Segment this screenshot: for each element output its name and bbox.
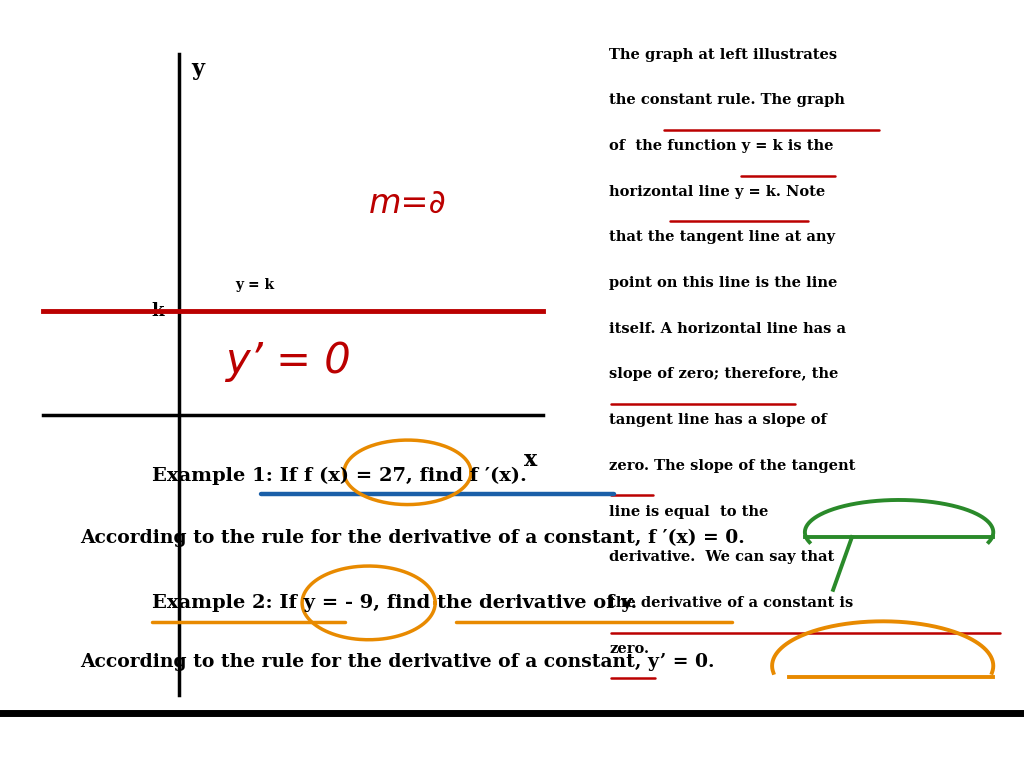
- Text: tangent line has a slope of: tangent line has a slope of: [609, 413, 827, 427]
- Text: the derivative of a constant is: the derivative of a constant is: [609, 596, 854, 610]
- Text: Example 1: If f (x) = 27, find f ′(x).: Example 1: If f (x) = 27, find f ′(x).: [152, 467, 526, 485]
- Text: point on this line is the line: point on this line is the line: [609, 276, 838, 290]
- Text: line is equal  to the: line is equal to the: [609, 505, 769, 518]
- Text: horizontal line y = k. Note: horizontal line y = k. Note: [609, 185, 825, 199]
- Text: itself. A horizontal line has a: itself. A horizontal line has a: [609, 322, 846, 336]
- Text: x: x: [524, 449, 538, 472]
- Text: According to the rule for the derivative of a constant, f ′(x) = 0.: According to the rule for the derivative…: [80, 528, 744, 547]
- Text: of  the function y = k is the: of the function y = k is the: [609, 139, 834, 153]
- Text: The graph at left illustrates: The graph at left illustrates: [609, 48, 838, 61]
- Text: slope of zero; therefore, the: slope of zero; therefore, the: [609, 368, 839, 382]
- Text: m=∂: m=∂: [369, 187, 446, 220]
- Text: y’ = 0: y’ = 0: [225, 340, 351, 382]
- Text: y: y: [191, 58, 205, 80]
- Text: Example 2: If y = - 9, find the derivative of y.: Example 2: If y = - 9, find the derivati…: [152, 594, 637, 612]
- Text: According to the rule for the derivative of a constant, y’ = 0.: According to the rule for the derivative…: [80, 653, 715, 671]
- Text: that the tangent line at any: that the tangent line at any: [609, 230, 836, 244]
- Text: zero.: zero.: [609, 642, 649, 656]
- Text: y = k: y = k: [236, 278, 274, 292]
- Text: zero. The slope of the tangent: zero. The slope of the tangent: [609, 459, 856, 473]
- Text: the constant rule. The graph: the constant rule. The graph: [609, 94, 845, 108]
- Text: derivative.  We can say that: derivative. We can say that: [609, 550, 835, 564]
- Text: k: k: [152, 302, 164, 320]
